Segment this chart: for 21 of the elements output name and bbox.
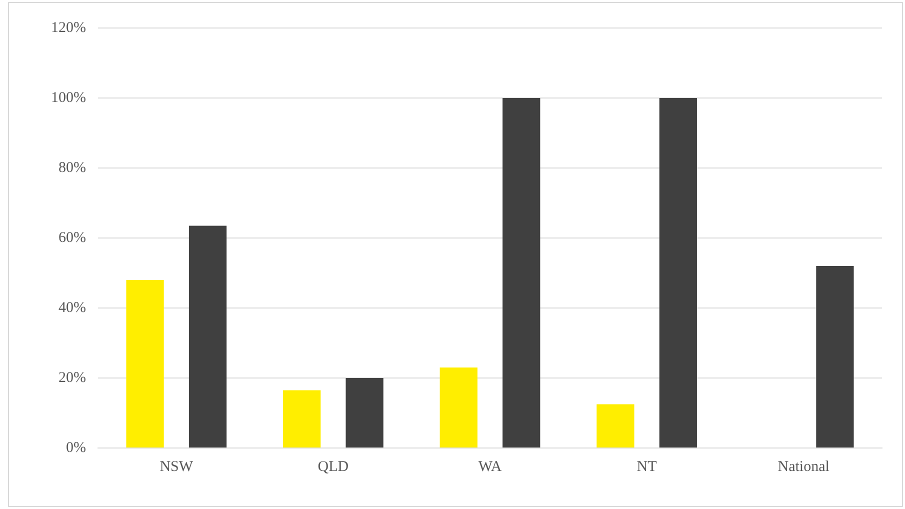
x-tick-label: NT	[636, 458, 657, 475]
x-tick-label: National	[778, 458, 830, 475]
y-tick-label: 40%	[58, 300, 86, 316]
y-tick-label: 20%	[58, 370, 86, 386]
bar	[283, 390, 321, 448]
x-tick-label: QLD	[318, 458, 349, 475]
bar	[816, 266, 854, 448]
y-tick-label: 60%	[58, 230, 86, 246]
bar	[346, 378, 384, 448]
bar	[126, 280, 164, 448]
x-tick-label: WA	[478, 458, 502, 475]
y-tick-label: 100%	[50, 90, 86, 106]
bar	[502, 98, 540, 448]
y-tick-label: 120%	[50, 20, 86, 36]
bar	[188, 226, 227, 448]
y-tick-label: 0%	[66, 440, 86, 456]
bar	[596, 404, 634, 448]
bar	[440, 368, 478, 448]
x-tick-label: NSW	[160, 458, 194, 475]
bar	[659, 98, 697, 448]
y-tick-label: 80%	[58, 160, 86, 176]
